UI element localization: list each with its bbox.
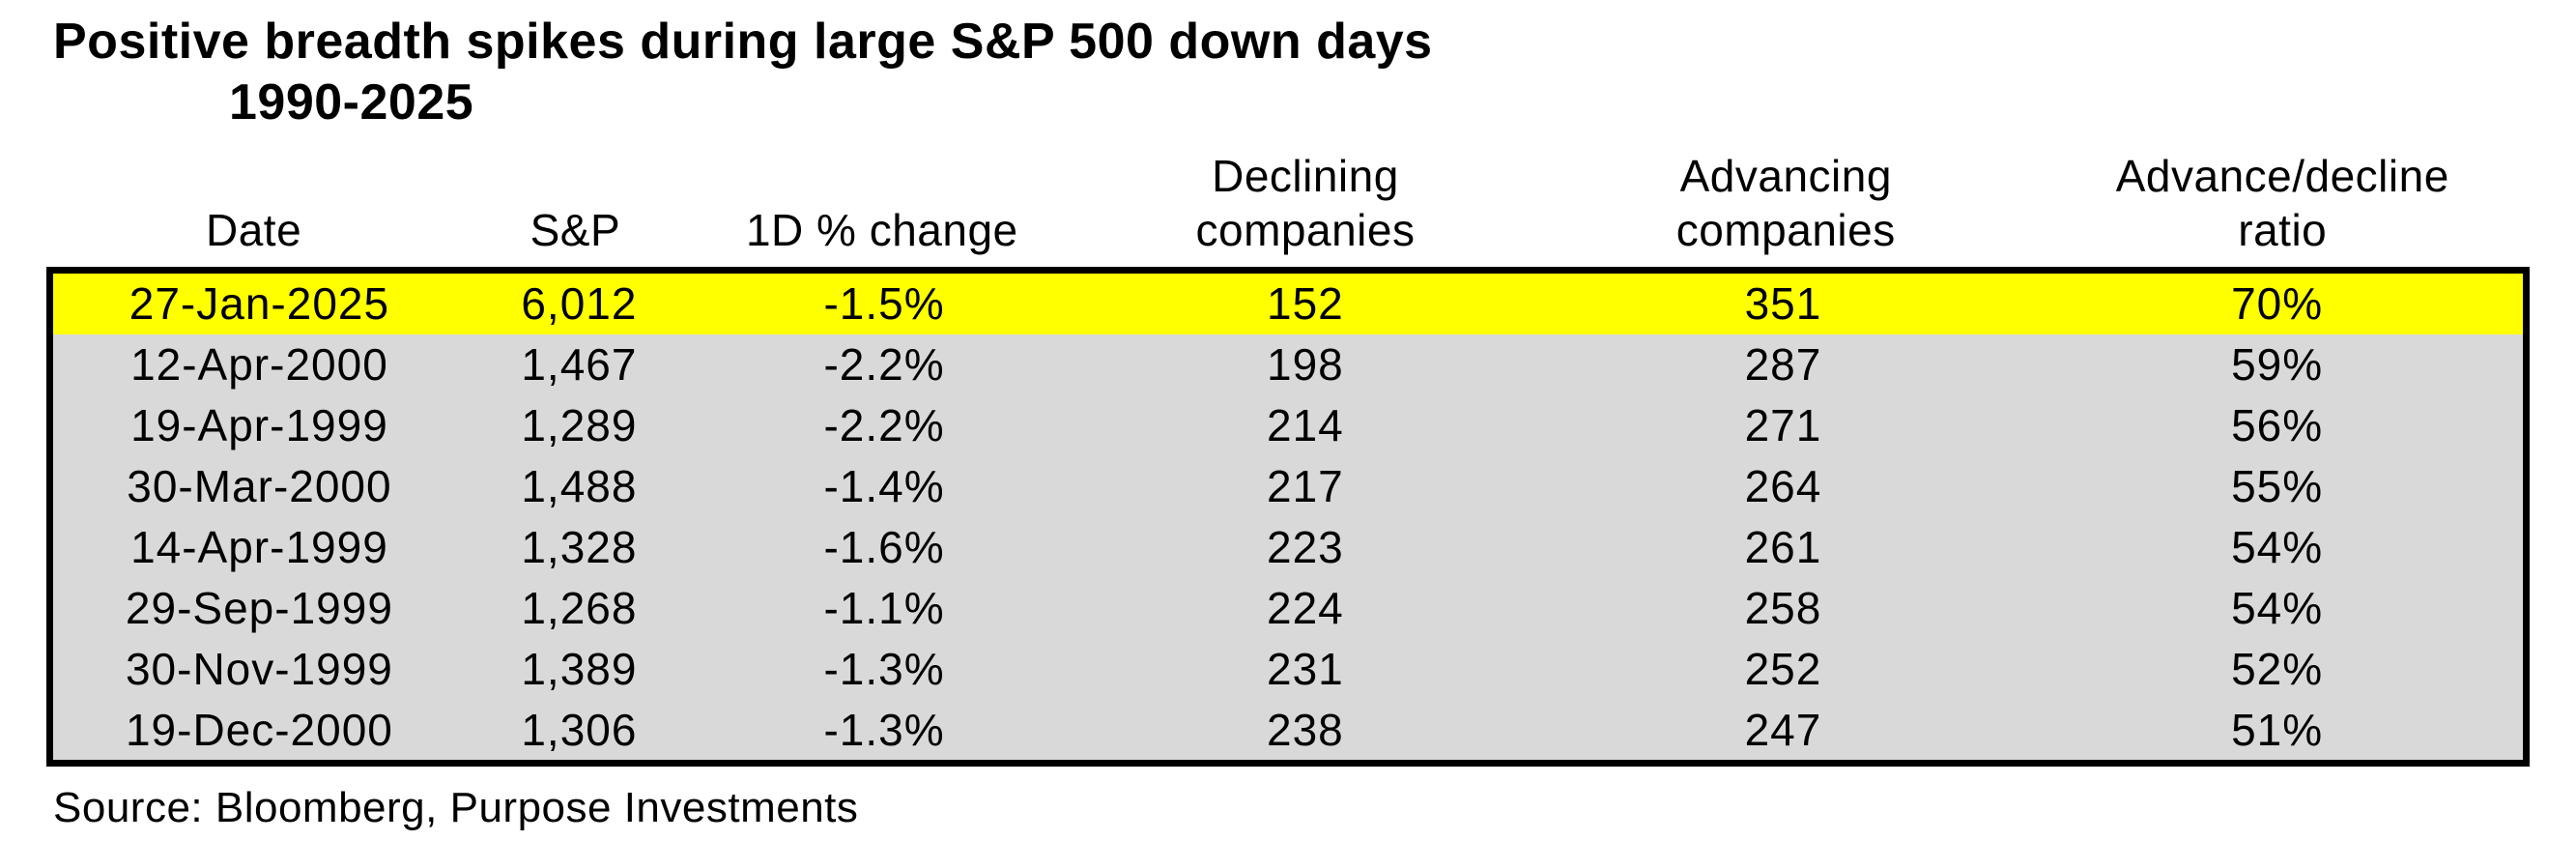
table-row: 29-Sep-1999 1,268 -1.1% 224 258 54% — [53, 577, 2523, 639]
cell-advancing-companies: 252 — [1744, 643, 1822, 694]
column-header-advancing-top: Advancing — [1679, 151, 1892, 201]
cell-1d-percent-change: -1.3% — [823, 643, 945, 694]
cell-date: 30-Nov-1999 — [125, 643, 393, 694]
cell-declining-companies: 152 — [1266, 278, 1344, 330]
column-header-ad-ratio-bottom: ratio — [2238, 205, 2328, 255]
column-header-advancing-bottom: companies — [1675, 205, 1896, 255]
column-header-ad-ratio: Advance/decline ratio — [2036, 145, 2530, 257]
table-row: 27-Jan-2025 6,012 -1.5% 152 351 70% — [53, 274, 2523, 334]
cell-declining-companies: 224 — [1266, 582, 1344, 633]
cell-advancing-companies: 258 — [1744, 582, 1822, 633]
table-header-row: Date S&P 1D % change Declining companies… — [46, 145, 2530, 257]
cell-advancing-companies: 261 — [1744, 522, 1822, 572]
cell-1d-percent-change: -1.3% — [823, 704, 945, 755]
cell-advance-decline-ratio: 59% — [2231, 339, 2324, 391]
table-row: 30-Nov-1999 1,389 -1.3% 231 252 52% — [53, 638, 2523, 700]
cell-date: 19-Dec-2000 — [125, 704, 393, 755]
cell-date: 14-Apr-1999 — [130, 522, 388, 572]
cell-sp-level: 6,012 — [521, 278, 638, 330]
column-header-declining-bottom: companies — [1195, 205, 1416, 255]
cell-1d-percent-change: -2.2% — [823, 400, 945, 451]
cell-sp-level: 1,268 — [521, 582, 638, 633]
cell-date: 12-Apr-2000 — [130, 339, 388, 391]
cell-advancing-companies: 351 — [1744, 278, 1822, 330]
cell-advance-decline-ratio: 70% — [2231, 278, 2324, 330]
column-header-1d-change: 1D % change — [690, 145, 1074, 257]
cell-date: 30-Mar-2000 — [127, 461, 392, 512]
column-header-declining-top: Declining — [1212, 151, 1399, 201]
cell-sp-level: 1,306 — [521, 704, 638, 755]
cell-declining-companies: 214 — [1266, 400, 1344, 451]
cell-date: 19-Apr-1999 — [130, 400, 388, 451]
cell-declining-companies: 198 — [1266, 339, 1344, 391]
column-header-1d-change-bottom: 1D % change — [745, 205, 1018, 255]
cell-sp-level: 1,488 — [521, 461, 638, 512]
cell-1d-percent-change: -2.2% — [823, 339, 945, 391]
cell-declining-companies: 238 — [1266, 704, 1344, 755]
cell-declining-companies: 223 — [1266, 522, 1344, 572]
table-row: 30-Mar-2000 1,488 -1.4% 217 264 55% — [53, 455, 2523, 517]
column-header-sp-bottom: S&P — [530, 205, 621, 255]
cell-advancing-companies: 247 — [1744, 704, 1822, 755]
cell-declining-companies: 217 — [1266, 461, 1344, 512]
table-body: 27-Jan-2025 6,012 -1.5% 152 351 70% 12-A… — [46, 267, 2530, 768]
cell-advancing-companies: 271 — [1744, 400, 1822, 451]
cell-declining-companies: 231 — [1266, 643, 1344, 694]
column-header-date-bottom: Date — [206, 205, 302, 255]
cell-advance-decline-ratio: 52% — [2231, 643, 2324, 694]
cell-1d-percent-change: -1.5% — [823, 278, 945, 330]
cell-advance-decline-ratio: 51% — [2231, 704, 2324, 755]
column-header-date: Date — [46, 145, 461, 257]
chart-title: Positive breadth spikes during large S&P… — [53, 14, 1433, 70]
chart-subtitle: 1990-2025 — [229, 74, 474, 130]
cell-advance-decline-ratio: 55% — [2231, 461, 2324, 512]
table-row: 19-Apr-1999 1,289 -2.2% 214 271 56% — [53, 394, 2523, 456]
cell-sp-level: 1,467 — [521, 339, 638, 391]
cell-date: 27-Jan-2025 — [129, 278, 390, 330]
cell-advance-decline-ratio: 54% — [2231, 522, 2324, 572]
cell-1d-percent-change: -1.6% — [823, 522, 945, 572]
cell-advancing-companies: 287 — [1744, 339, 1822, 391]
cell-advance-decline-ratio: 56% — [2231, 400, 2324, 451]
column-header-declining: Declining companies — [1074, 145, 1536, 257]
cell-sp-level: 1,289 — [521, 400, 638, 451]
table-row: 19-Dec-2000 1,306 -1.3% 238 247 51% — [53, 699, 2523, 761]
cell-1d-percent-change: -1.4% — [823, 461, 945, 512]
cell-advancing-companies: 264 — [1744, 461, 1822, 512]
source-note: Source: Bloomberg, Purpose Investments — [53, 784, 859, 832]
table-row: 12-Apr-2000 1,467 -2.2% 198 287 59% — [53, 334, 2523, 395]
cell-date: 29-Sep-1999 — [125, 582, 393, 633]
table-row: 14-Apr-1999 1,328 -1.6% 223 261 54% — [53, 516, 2523, 578]
cell-sp-level: 1,328 — [521, 522, 638, 572]
cell-sp-level: 1,389 — [521, 643, 638, 694]
column-header-sp: S&P — [461, 145, 689, 257]
column-header-ad-ratio-top: Advance/decline — [2115, 151, 2449, 201]
cell-advance-decline-ratio: 54% — [2231, 582, 2324, 633]
title-block: Positive breadth spikes during large S&P… — [0, 0, 2576, 131]
column-header-advancing: Advancing companies — [1536, 145, 2036, 257]
cell-1d-percent-change: -1.1% — [823, 582, 945, 633]
